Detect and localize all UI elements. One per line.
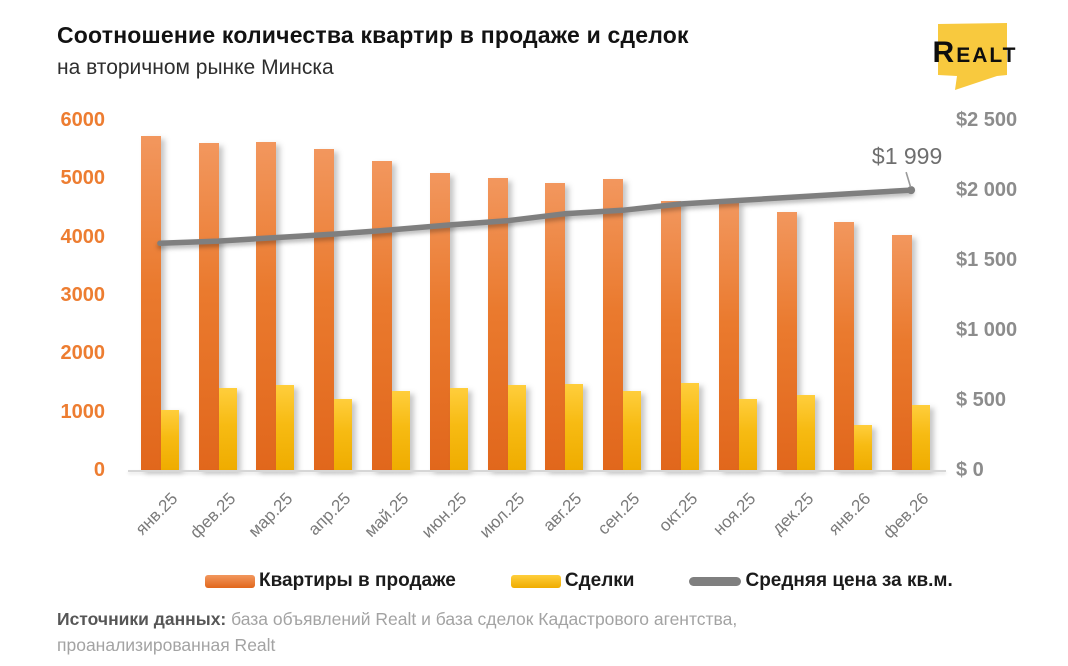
deals-bar xyxy=(738,399,757,470)
deals-bar xyxy=(334,398,353,470)
price-swatch-icon xyxy=(689,576,742,586)
deals-bar xyxy=(623,391,642,470)
deals-bar xyxy=(565,384,584,470)
listings-swatch-icon xyxy=(205,574,255,588)
y-axis-right-tick: $2 000 xyxy=(956,179,1018,201)
realt-logo: Realt xyxy=(900,10,1050,98)
y-axis-right-tick: $1 000 xyxy=(956,319,1018,341)
listings-bar xyxy=(603,178,624,470)
chart-title: Соотношение количества квартир в продаже… xyxy=(57,22,689,48)
chart-legend: Квартиры в продаже Сделки Средняя цена з… xyxy=(205,570,953,592)
y-axis-right-tick: $2 500 xyxy=(956,109,1018,131)
y-axis-left-tick: 0 xyxy=(93,459,105,481)
deals-bar xyxy=(507,384,526,470)
legend-item-listings: Квартиры в продаже xyxy=(205,570,456,592)
legend-item-deals: Сделки xyxy=(510,570,635,592)
deals-swatch-icon xyxy=(510,574,561,588)
listings-bar xyxy=(718,202,739,470)
listings-bar xyxy=(892,234,913,470)
deals-bar xyxy=(449,388,468,470)
y-axis-right-tick: $ 500 xyxy=(956,389,1007,411)
listings-bar xyxy=(198,143,219,470)
data-sources: Источники данных: база объявлений Realt … xyxy=(57,606,877,658)
deals-bar xyxy=(392,391,411,470)
listings-bar xyxy=(314,149,335,470)
listings-bar xyxy=(487,178,508,470)
listings-bar xyxy=(256,141,277,470)
realt-logo-bubble-icon xyxy=(938,23,1007,90)
y-axis-left-tick: 4000 xyxy=(60,225,106,248)
price-annotation: $1 999 xyxy=(871,143,943,170)
y-axis-left-tick: 1000 xyxy=(60,400,106,423)
deals-bar xyxy=(854,425,873,470)
deals-bar xyxy=(680,383,699,470)
data-sources-text: база объявлений Realt и база сделок Када… xyxy=(57,609,738,655)
listings-bar xyxy=(545,183,566,470)
listings-bar xyxy=(429,172,450,470)
realt-logo-text: Realt xyxy=(932,36,1018,69)
y-axis-right-tick: $ 0 xyxy=(956,459,984,481)
deals-bar xyxy=(276,384,295,470)
listings-bar xyxy=(660,200,681,470)
legend-label-price: Средняя цена за кв.м. xyxy=(745,570,953,591)
listings-bar xyxy=(776,211,797,470)
legend-label-deals: Сделки xyxy=(564,570,635,591)
listings-bar xyxy=(372,160,393,470)
y-axis-left-tick: 2000 xyxy=(60,342,106,365)
x-axis-line xyxy=(128,470,946,472)
deals-bar xyxy=(912,405,931,470)
deals-bar xyxy=(796,394,815,470)
y-axis-left-tick: 3000 xyxy=(60,284,106,306)
legend-label-listings: Квартиры в продаже xyxy=(259,570,456,591)
y-axis-left-tick: 5000 xyxy=(60,167,106,190)
y-axis-right-tick: $1 500 xyxy=(956,249,1018,271)
chart-subtitle: на вторичном рынке Минска xyxy=(57,56,334,79)
data-sources-label: Источники данных: xyxy=(57,609,227,629)
listings-bar xyxy=(834,221,855,470)
listings-bar xyxy=(140,136,161,470)
price-line-endpoint xyxy=(907,186,916,195)
annotation-leader-line xyxy=(905,171,912,188)
legend-item-price: Средняя цена за кв.м. xyxy=(689,570,953,592)
y-axis-left-tick: 6000 xyxy=(60,109,106,131)
deals-bar xyxy=(160,409,179,470)
deals-bar xyxy=(218,388,237,470)
